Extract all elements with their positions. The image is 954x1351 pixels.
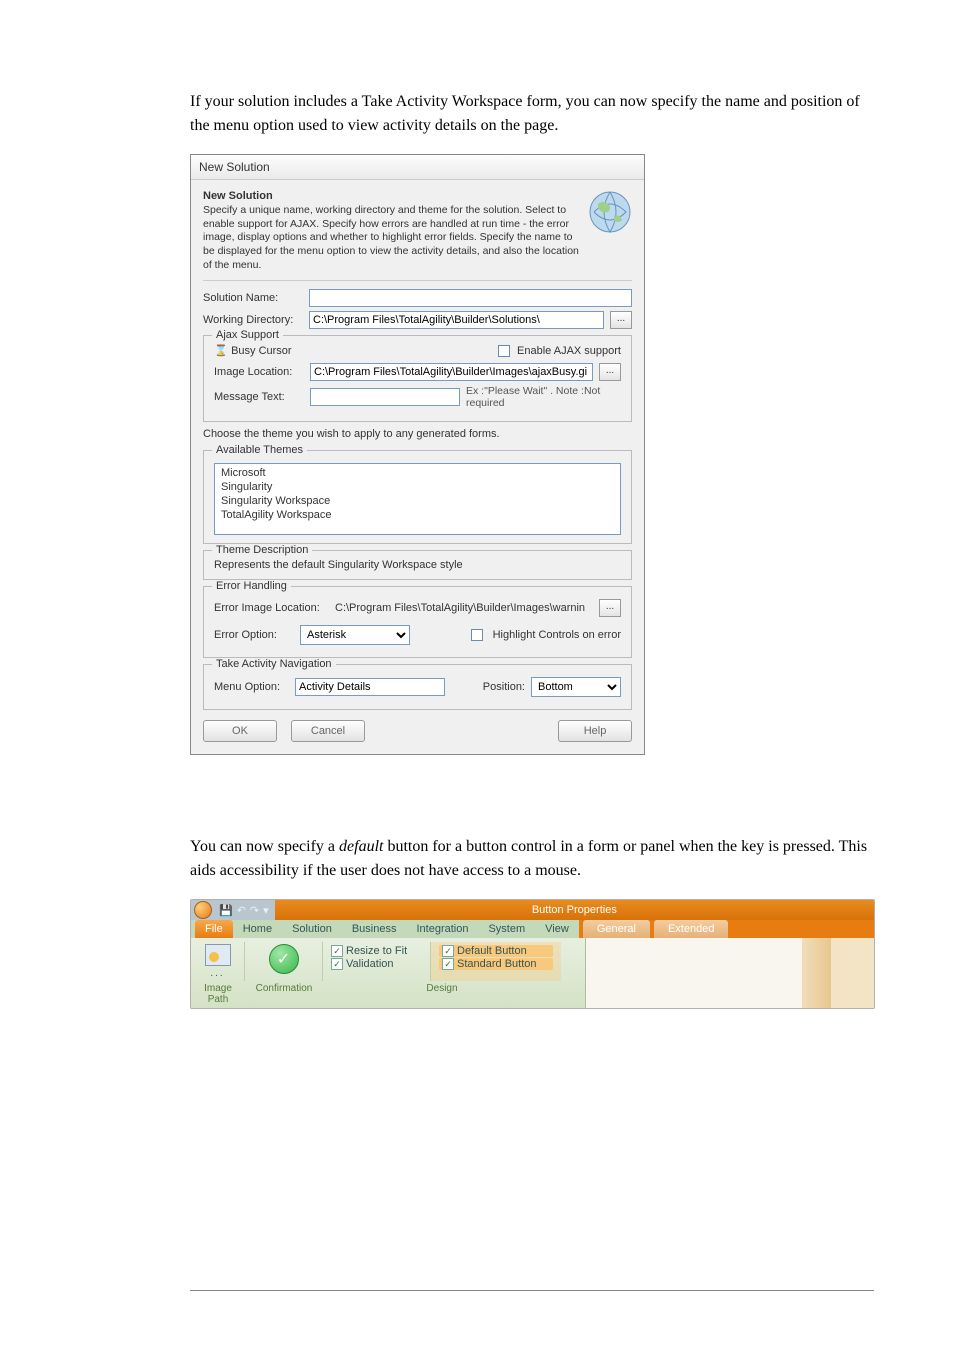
error-option-select[interactable]: Asterisk	[300, 625, 410, 645]
theme-item[interactable]: TotalAgility Workspace	[219, 508, 616, 522]
position-label: Position:	[483, 681, 525, 693]
intro-paragraph-1: If your solution includes a Take Activit…	[190, 90, 874, 138]
tab-extended[interactable]: Extended	[654, 920, 728, 938]
message-text-input[interactable]	[310, 388, 460, 406]
ribbon-screenshot: 💾 ↶ ↷ ▾ Button Properties File Home Solu…	[190, 899, 875, 1009]
image-location-input[interactable]	[310, 363, 593, 381]
error-image-label: Error Image Location:	[214, 602, 329, 614]
highlight-controls-label: Highlight Controls on error	[493, 629, 621, 641]
dialog-title: New Solution	[191, 155, 644, 180]
redo-icon[interactable]: ↷	[250, 904, 259, 917]
available-themes-legend: Available Themes	[212, 444, 307, 456]
tab-view[interactable]: View	[535, 920, 579, 938]
theme-item[interactable]: Microsoft	[219, 466, 616, 480]
undo-icon[interactable]: ↶	[237, 904, 246, 917]
tab-business[interactable]: Business	[342, 920, 407, 938]
available-themes-fieldset: Available Themes Microsoft Singularity S…	[203, 450, 632, 544]
take-activity-fieldset: Take Activity Navigation Menu Option: Po…	[203, 664, 632, 710]
message-text-note: Ex :"Please Wait" . Note :Not required	[466, 385, 621, 409]
solution-name-input[interactable]	[309, 289, 632, 307]
new-solution-dialog: New Solution New Solution Specify a uniq…	[190, 154, 645, 755]
ajax-support-legend: Ajax Support	[212, 329, 283, 341]
tab-integration[interactable]: Integration	[406, 920, 478, 938]
footer-divider	[190, 1290, 874, 1291]
hourglass-icon: ⌛	[214, 344, 228, 357]
choose-theme-label: Choose the theme you wish to apply to an…	[203, 428, 632, 440]
error-image-value: C:\Program Files\TotalAgility\Builder\Im…	[335, 602, 593, 614]
solution-name-label: Solution Name:	[203, 292, 303, 304]
image-location-label: Image Location:	[214, 366, 304, 378]
ribbon-context-title: Button Properties	[275, 900, 874, 920]
default-button-check[interactable]: ✓Default Button	[439, 945, 553, 957]
ribbon-right-panel	[586, 938, 874, 1008]
menu-option-label: Menu Option:	[214, 681, 289, 693]
dialog-header-bold: New Solution	[203, 190, 580, 202]
cancel-button[interactable]: Cancel	[291, 720, 365, 742]
image-dots: ...	[210, 968, 224, 979]
busy-cursor-label: Busy Cursor	[231, 345, 292, 357]
image-path-button[interactable]: ...	[199, 944, 236, 979]
position-select[interactable]: Bottom	[531, 677, 621, 697]
enable-ajax-label: Enable AJAX support	[517, 345, 621, 357]
image-icon	[205, 944, 231, 966]
ajax-support-fieldset: Ajax Support ⌛ Busy Cursor Enable AJAX s…	[203, 335, 632, 422]
validation-check[interactable]: ✓Validation	[331, 958, 422, 970]
image-location-browse-button[interactable]: ...	[599, 363, 621, 381]
app-orb-icon[interactable]	[194, 901, 212, 919]
tab-solution[interactable]: Solution	[282, 920, 342, 938]
theme-description-text: Represents the default Singularity Works…	[214, 559, 621, 571]
theme-item[interactable]: Singularity	[219, 480, 616, 494]
error-handling-legend: Error Handling	[212, 580, 291, 592]
tab-file[interactable]: File	[195, 920, 233, 938]
themes-listbox[interactable]: Microsoft Singularity Singularity Worksp…	[214, 463, 621, 535]
globe-icon	[588, 190, 632, 234]
working-dir-label: Working Directory:	[203, 314, 303, 326]
working-dir-browse-button[interactable]: ...	[610, 311, 632, 329]
group-label-image-path: Image Path	[191, 981, 245, 1008]
tab-general[interactable]: General	[583, 920, 650, 938]
save-icon[interactable]: 💾	[219, 904, 233, 917]
theme-description-legend: Theme Description	[212, 544, 312, 556]
error-image-browse-button[interactable]: ...	[599, 599, 621, 617]
confirmation-button[interactable]: ✓	[253, 944, 314, 974]
error-handling-fieldset: Error Handling Error Image Location: C:\…	[203, 586, 632, 658]
tab-home[interactable]: Home	[233, 920, 282, 938]
theme-description-fieldset: Theme Description Represents the default…	[203, 550, 632, 580]
ribbon-tabs-left: File Home Solution Business Integration …	[191, 920, 579, 938]
dialog-header-desc: Specify a unique name, working directory…	[203, 204, 580, 272]
highlight-controls-checkbox[interactable]	[471, 629, 483, 641]
group-label-confirmation: Confirmation	[245, 981, 323, 1008]
tab-system[interactable]: System	[478, 920, 535, 938]
qat-dropdown-icon[interactable]: ▾	[263, 904, 269, 917]
error-option-label: Error Option:	[214, 629, 294, 641]
resize-to-fit-check[interactable]: ✓Resize to Fit	[331, 945, 422, 957]
ok-button[interactable]: OK	[203, 720, 277, 742]
group-label-design: Design	[323, 981, 561, 1008]
ribbon-tabs-right: General Extended	[579, 920, 874, 938]
standard-button-check[interactable]: ✓Standard Button	[439, 958, 553, 970]
enable-ajax-checkbox[interactable]	[498, 345, 510, 357]
help-button[interactable]: Help	[558, 720, 632, 742]
theme-item[interactable]: Singularity Workspace	[219, 494, 616, 508]
confirmation-icon: ✓	[269, 944, 299, 974]
menu-option-input[interactable]	[295, 678, 445, 696]
message-text-label: Message Text:	[214, 391, 304, 403]
intro-paragraph-2: You can now specify a default button for…	[190, 835, 874, 883]
take-activity-legend: Take Activity Navigation	[212, 658, 336, 670]
working-dir-input[interactable]	[309, 311, 604, 329]
